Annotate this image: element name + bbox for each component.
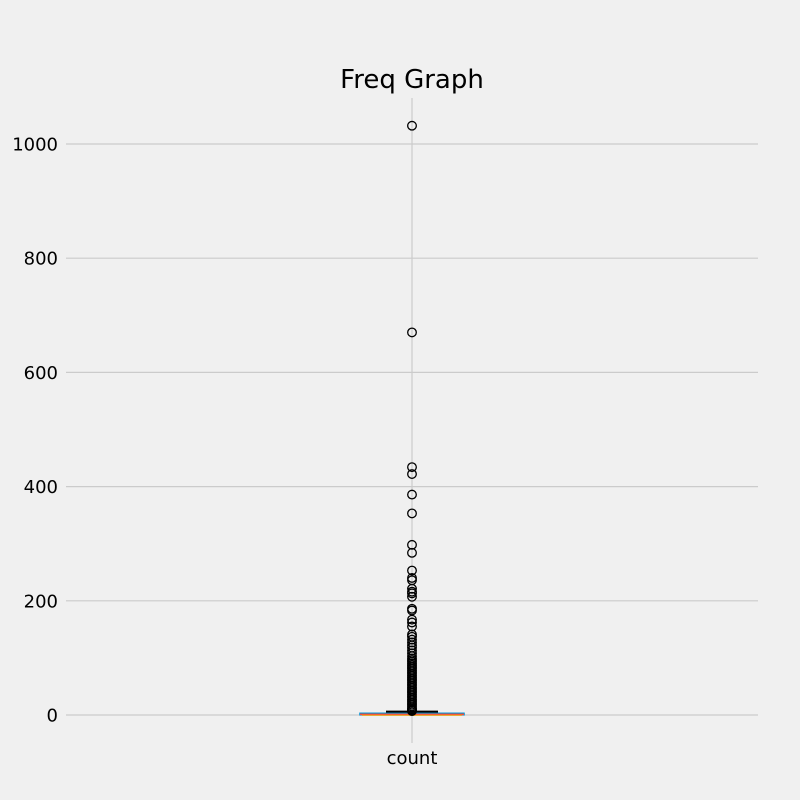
outlier-point <box>407 706 417 716</box>
outlier-points <box>407 120 417 716</box>
outlier-point <box>407 462 417 473</box>
y-tick-label: 1000 <box>12 135 58 156</box>
outlier-point <box>407 565 417 576</box>
outlier-point <box>407 617 417 628</box>
x-tick-label: count <box>387 748 438 769</box>
outlier-point <box>407 120 417 131</box>
y-tick-label: 0 <box>47 706 58 727</box>
outlier-point <box>407 614 417 625</box>
y-tick-label: 400 <box>24 477 58 498</box>
outlier-point <box>407 327 417 338</box>
y-tick-labels: 0 200 400 600 800 1000 <box>12 135 58 727</box>
outlier-point <box>407 547 417 558</box>
x-tick-labels: count <box>387 748 438 769</box>
outlier-point <box>407 591 417 602</box>
outlier-point <box>407 489 417 500</box>
y-tick-label: 600 <box>24 363 58 384</box>
y-tick-label: 200 <box>24 591 58 612</box>
outlier-point <box>407 588 417 599</box>
y-tick-label: 800 <box>24 249 58 270</box>
outlier-point <box>407 508 417 519</box>
outlier-point <box>407 469 417 479</box>
grid-layer <box>66 98 758 743</box>
chart-title: Freq Graph <box>340 65 484 95</box>
